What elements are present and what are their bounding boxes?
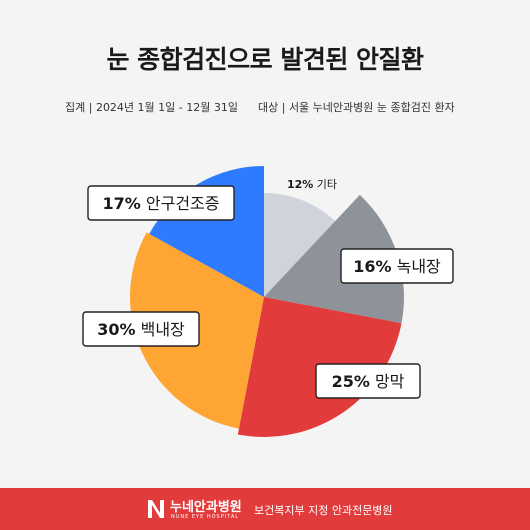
- slice-label-2: 16% 녹내장: [340, 248, 454, 284]
- chart-title: 눈 종합검진으로 발견된 안질환: [106, 45, 424, 74]
- hospital-name: 누네안과병원: [170, 500, 242, 515]
- target-label: 대상 | 서울 누네안과병원 눈 종합검진 환자: [258, 101, 455, 114]
- hospital-logo-icon: [148, 500, 164, 518]
- slice-label-text: 30% 백내장: [97, 320, 185, 339]
- slice-label-5: 17% 안구건조증: [87, 185, 235, 221]
- slice-label-box: [82, 311, 200, 347]
- slice-name: 망막: [370, 372, 405, 391]
- slice-percent: 12%: [287, 178, 313, 191]
- slice-percent: 25%: [332, 372, 370, 391]
- slice-name: 기타: [313, 178, 337, 191]
- footer-tagline: 보건복지부 지정 안과전문병원: [254, 504, 393, 517]
- slice-name: 백내장: [136, 320, 186, 339]
- slice-label-box: [315, 363, 421, 399]
- slice-label-box: [87, 185, 235, 221]
- slice-label-1: 12% 기타: [287, 178, 337, 191]
- slice-label-text: 25% 망막: [332, 372, 405, 391]
- slice-name: 안구건조증: [141, 194, 220, 213]
- pie-slice-1: [264, 193, 336, 297]
- slice-label-3: 25% 망막: [315, 363, 421, 399]
- period-label: 집계 | 2024년 1월 1일 - 12월 31일: [65, 101, 238, 114]
- slice-label-text: 17% 안구건조증: [103, 194, 220, 213]
- slice-label-text: 12% 기타: [287, 178, 337, 191]
- slice-percent: 16%: [353, 257, 391, 276]
- slice-label-box: [340, 248, 454, 284]
- hospital-name-en: NUNE EYE HOSPITAL: [171, 514, 240, 520]
- pie-chart: 12% 기타 16% 녹내장 25% 망막 30% 백내장 17% 안구건조증: [82, 166, 454, 437]
- slice-percent: 30%: [97, 320, 135, 339]
- slice-label-4: 30% 백내장: [82, 311, 200, 347]
- pie-slice-2: [264, 194, 404, 324]
- slice-name: 녹내장: [392, 257, 442, 276]
- slice-label-text: 16% 녹내장: [353, 257, 441, 276]
- footer-bar: 누네안과병원 NUNE EYE HOSPITAL 보건복지부 지정 안과전문병원: [0, 488, 530, 530]
- slice-percent: 17%: [103, 194, 141, 213]
